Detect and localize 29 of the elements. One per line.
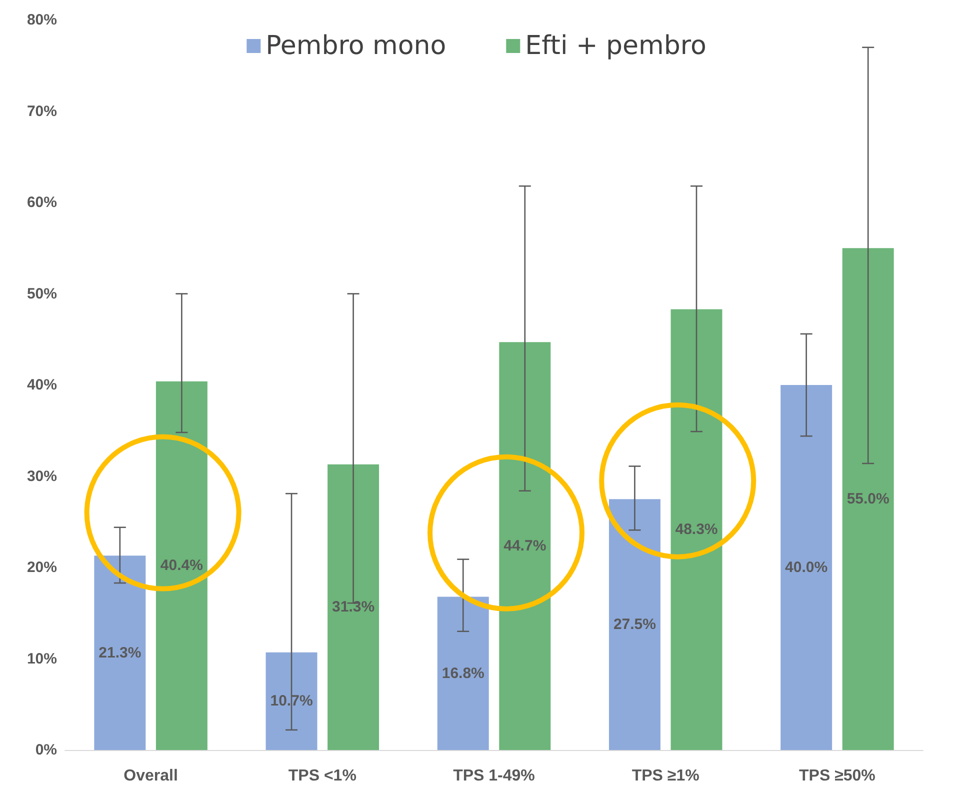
data-label: 21.3%	[98, 644, 142, 662]
legend-label: Efti + pembro	[525, 31, 706, 61]
y-tick-label: 50%	[26, 285, 57, 302]
x-tick-label: TPS ≥1%	[632, 768, 700, 784]
x-tick-label: TPS ≥50%	[799, 768, 876, 784]
data-label: 44.7%	[504, 538, 546, 555]
y-tick-label: 20%	[26, 559, 57, 576]
bar	[266, 652, 318, 750]
bar	[328, 464, 380, 750]
y-tick-label: 30%	[26, 468, 57, 485]
data-label: 27.5%	[613, 616, 656, 634]
data-label: 48.3%	[675, 521, 718, 538]
data-label: 40.4%	[160, 557, 203, 574]
data-label: 16.8%	[442, 664, 484, 682]
y-tick-label: 70%	[26, 102, 57, 120]
y-tick-label: 80%	[26, 12, 57, 28]
y-tick-label: 60%	[26, 194, 57, 211]
x-tick-label: TPS <1%	[288, 768, 356, 784]
bar	[780, 385, 832, 750]
x-tick-label: TPS 1-49%	[453, 768, 535, 784]
bar	[842, 248, 894, 750]
data-label: 31.3%	[332, 598, 375, 616]
data-label: 55.0%	[846, 490, 890, 508]
x-tick-label: Overall	[124, 768, 178, 784]
y-tick-label: 40%	[26, 376, 57, 394]
y-tick-label: 0%	[35, 742, 57, 758]
data-label: 40.0%	[785, 559, 828, 576]
legend-label: Pembro mono	[266, 31, 446, 61]
y-tick-label: 10%	[26, 650, 57, 668]
